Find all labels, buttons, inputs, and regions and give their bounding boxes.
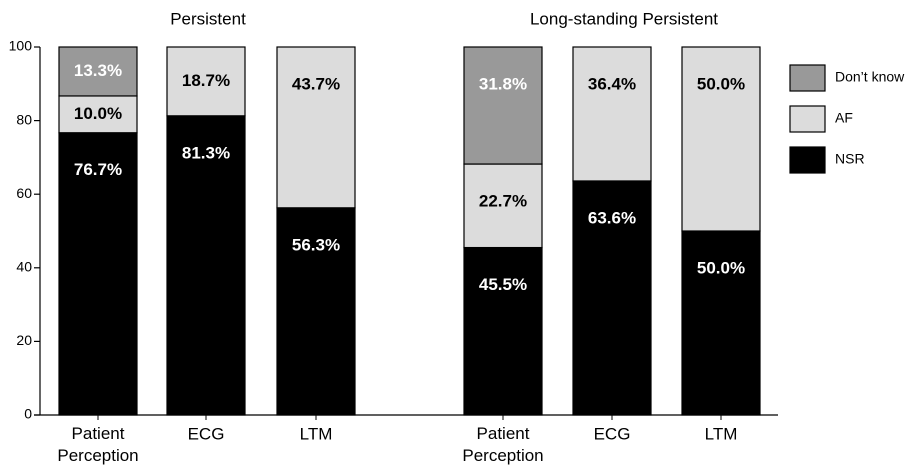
y-tick-label: 80 (16, 111, 32, 127)
bar-segment (58, 46, 138, 97)
bar-segment (463, 246, 543, 416)
bar-segment (58, 132, 138, 416)
value-label: 36.4% (588, 74, 636, 93)
x-tick-label: LTM (705, 424, 738, 443)
x-tick-label: Patient Perception (462, 424, 543, 465)
bar-segment (166, 115, 246, 416)
group-title: Long-standing Persistent (530, 9, 718, 28)
bar-segment (166, 46, 246, 117)
group-title: Persistent (170, 9, 246, 28)
y-tick-label: 100 (9, 38, 33, 54)
value-label: 22.7% (479, 192, 527, 211)
y-tick-label: 40 (16, 259, 32, 275)
value-label: 10.0% (74, 104, 122, 123)
x-tick-label: ECG (594, 424, 631, 443)
x-tick-label: LTM (300, 424, 333, 443)
bar-segment (681, 230, 761, 416)
value-label: 76.7% (74, 160, 122, 179)
legend-label: NSR (835, 151, 865, 167)
value-label: 50.0% (697, 74, 745, 93)
bar-segment (572, 180, 652, 416)
bar-segment (276, 46, 356, 209)
bar-segment (463, 163, 543, 249)
x-tick-label: ECG (188, 424, 225, 443)
bar-segment (463, 46, 543, 165)
legend-swatch (789, 64, 826, 92)
y-tick-label: 60 (16, 185, 32, 201)
x-tick-label: Patient Perception (57, 424, 138, 465)
legend-swatch (789, 146, 826, 174)
bar-segment (572, 46, 652, 182)
y-tick-label: 0 (24, 406, 32, 422)
y-tick-label: 20 (16, 332, 32, 348)
value-label: 43.7% (292, 74, 340, 93)
bar-segment (58, 95, 138, 134)
legend-label: AF (835, 110, 853, 126)
value-label: 56.3% (292, 235, 340, 254)
value-label: 31.8% (479, 74, 527, 93)
value-label: 45.5% (479, 275, 527, 294)
value-label: 13.3% (74, 61, 122, 80)
bar-segment (681, 46, 761, 232)
legend-swatch (789, 105, 826, 133)
value-label: 81.3% (182, 143, 230, 162)
value-label: 63.6% (588, 208, 636, 227)
legend-label: Don’t know (835, 69, 905, 85)
value-label: 18.7% (182, 71, 230, 90)
value-label: 50.0% (697, 258, 745, 277)
